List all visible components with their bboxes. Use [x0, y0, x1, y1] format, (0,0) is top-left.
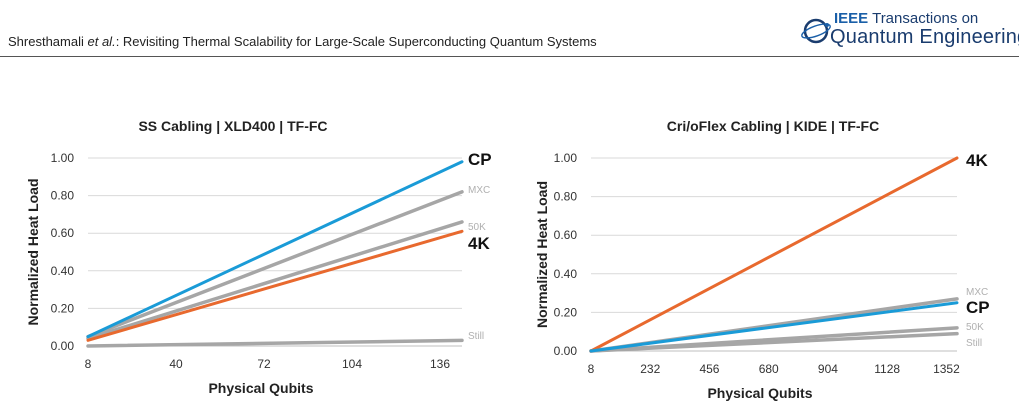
y-tick-label: 0.20 [51, 301, 75, 315]
logo-ieee-text: IEEE [834, 10, 869, 27]
series-label-4k: 4K [966, 151, 988, 170]
et-al: et al. [87, 34, 116, 49]
x-tick-label: 456 [699, 362, 719, 376]
x-tick-label: 904 [818, 362, 838, 376]
y-tick-label: 0.00 [51, 339, 75, 353]
y-tick-label: 1.00 [51, 151, 75, 165]
x-tick-label: 680 [759, 362, 779, 376]
x-tick-label: 8 [85, 357, 92, 371]
series-line-4k [86, 229, 464, 342]
x-tick-label: 136 [430, 357, 450, 371]
x-tick-label: 104 [342, 357, 362, 371]
series-label-50k: 50K [966, 322, 984, 333]
series-line-still [589, 331, 959, 353]
series-line-cp [589, 301, 959, 353]
y-tick-label: 0.80 [554, 190, 578, 204]
logo-transactions-text: Transactions on [868, 10, 979, 27]
series-label-still: Still [966, 338, 982, 349]
author-name: Shresthamali [8, 34, 84, 49]
logo-journal-name: Quantum Engineering [830, 26, 1019, 48]
x-tick-label: 1352 [933, 362, 960, 376]
x-tick-label: 8 [588, 362, 595, 376]
series-label-cp: CP [468, 150, 492, 169]
page-header: Shresthamali et al.: Revisiting Thermal … [0, 0, 1019, 58]
series-label-mxc: MXC [468, 185, 490, 196]
chart-title: SS Cabling | XLD400 | TF-FC [138, 118, 327, 134]
running-title: : Revisiting Thermal Scalability for Lar… [115, 34, 597, 49]
y-axis-label: Normalized Heat Load [534, 181, 550, 328]
series-label-4k: 4K [468, 234, 490, 253]
series-line-mxc [86, 190, 464, 339]
logo-ieee-line: IEEE Transactions on [834, 10, 978, 27]
x-tick-label: 232 [640, 362, 660, 376]
series-line-still [86, 338, 464, 348]
series-line-4k [589, 156, 959, 353]
series-label-mxc: MXC [966, 287, 988, 298]
x-axis-label: Physical Qubits [707, 385, 812, 401]
y-tick-label: 0.80 [51, 189, 75, 203]
x-axis-label: Physical Qubits [208, 380, 313, 396]
series-line-50k [86, 220, 464, 341]
y-tick-label: 0.60 [51, 226, 75, 240]
series-label-still: Still [468, 331, 484, 342]
x-tick-label: 1128 [874, 362, 900, 376]
y-tick-label: 0.40 [554, 267, 578, 281]
x-tick-label: 40 [169, 357, 183, 371]
journal-logo-mark-icon [801, 18, 831, 44]
y-tick-label: 1.00 [554, 151, 578, 165]
chart-crioflex-cabling: Cri/oFlex Cabling | KIDE | TF-FC 0.00 0.20… [534, 118, 990, 401]
y-tick-label: 0.60 [554, 228, 578, 242]
y-tick-label: 0.40 [51, 264, 75, 278]
running-head: Shresthamali et al.: Revisiting Thermal … [8, 34, 597, 49]
chart-ss-cabling: SS Cabling | XLD400 | TF-FC 0.00 0.20 0.40 0… [25, 118, 492, 396]
header-divider [0, 56, 1019, 57]
journal-logo: IEEE Transactions on Quantum Engineering [798, 6, 1019, 52]
series-label-cp: CP [966, 298, 990, 317]
series-line-cp [86, 160, 464, 339]
y-axis-label: Normalized Heat Load [25, 178, 41, 325]
y-tick-label: 0.00 [554, 344, 578, 358]
series-label-50k: 50K [468, 222, 486, 233]
x-tick-label: 72 [257, 357, 271, 371]
y-tick-label: 0.20 [554, 305, 578, 319]
chart-title: Cri/oFlex Cabling | KIDE | TF-FC [667, 118, 879, 134]
